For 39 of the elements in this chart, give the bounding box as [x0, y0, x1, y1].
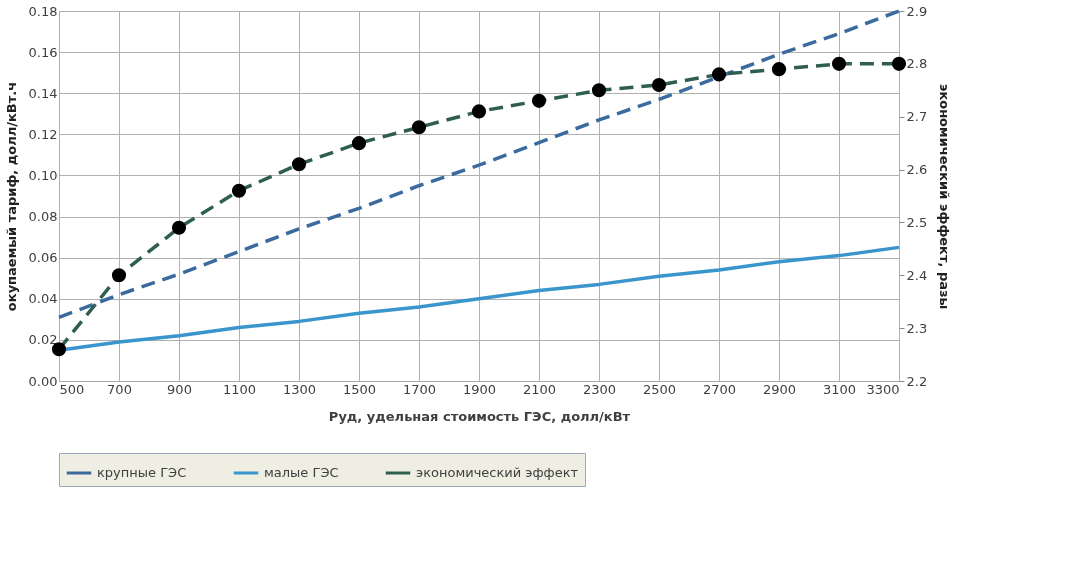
x-tick-label: 1700 — [402, 381, 437, 397]
y2-tick-label: 2.9 — [906, 3, 928, 19]
y2-tick-label: 2.3 — [906, 320, 928, 336]
y-axis-title: окупаемый тариф, долл/кВт.ч — [3, 81, 19, 312]
y-tick-label: 0.08 — [28, 209, 58, 225]
y2-tick-label: 2.6 — [906, 162, 928, 178]
y2-tick-label: 2.4 — [906, 267, 928, 283]
y-tick-label: 0.02 — [28, 332, 58, 348]
x-tick-label: 2300 — [582, 381, 617, 397]
y-tick-label: 0.06 — [28, 250, 58, 266]
legend-label: малые ГЭС — [264, 465, 339, 480]
y-tick-label: 0.04 — [28, 291, 58, 307]
x-tick-label: 3100 — [822, 381, 857, 397]
x-tick-label: 900 — [167, 381, 192, 397]
x-tick-label: 700 — [107, 381, 132, 397]
y-tick-label: 0.12 — [28, 126, 58, 142]
x-tick-label: 1100 — [222, 381, 257, 397]
y2-axis-title: экономичеcкий эффект, разы — [937, 83, 953, 310]
x-axis-title: Руд, удельная стоимость ГЭС, долл/кВт — [328, 408, 631, 424]
y-tick-label: 0.00 — [28, 373, 58, 389]
x-tick-label: 2100 — [522, 381, 557, 397]
x-tick-label: 1500 — [342, 381, 377, 397]
y2-tick-label: 2.8 — [906, 56, 928, 72]
x-tick-label: 1900 — [462, 381, 497, 397]
y2-tick-label: 2.5 — [906, 214, 928, 230]
y-tick-label: 0.18 — [28, 3, 58, 19]
legend-label: крупные ГЭС — [97, 465, 187, 480]
x-tick-label: 500 — [59, 381, 85, 397]
x-tick-label: 1300 — [282, 381, 317, 397]
y2-tick-label: 2.7 — [906, 109, 928, 125]
x-tick-label: 2500 — [642, 381, 677, 397]
x-tick-label: 3300 — [866, 381, 900, 397]
legend-label: экономический эффект — [416, 465, 579, 480]
y2-tick-label: 2.2 — [906, 373, 928, 389]
y-tick-label: 0.14 — [28, 85, 58, 101]
x-tick-label: 2700 — [702, 381, 737, 397]
y-tick-label: 0.10 — [28, 167, 58, 183]
x-tick-label: 2900 — [762, 381, 797, 397]
y-tick-label: 0.16 — [28, 44, 58, 60]
